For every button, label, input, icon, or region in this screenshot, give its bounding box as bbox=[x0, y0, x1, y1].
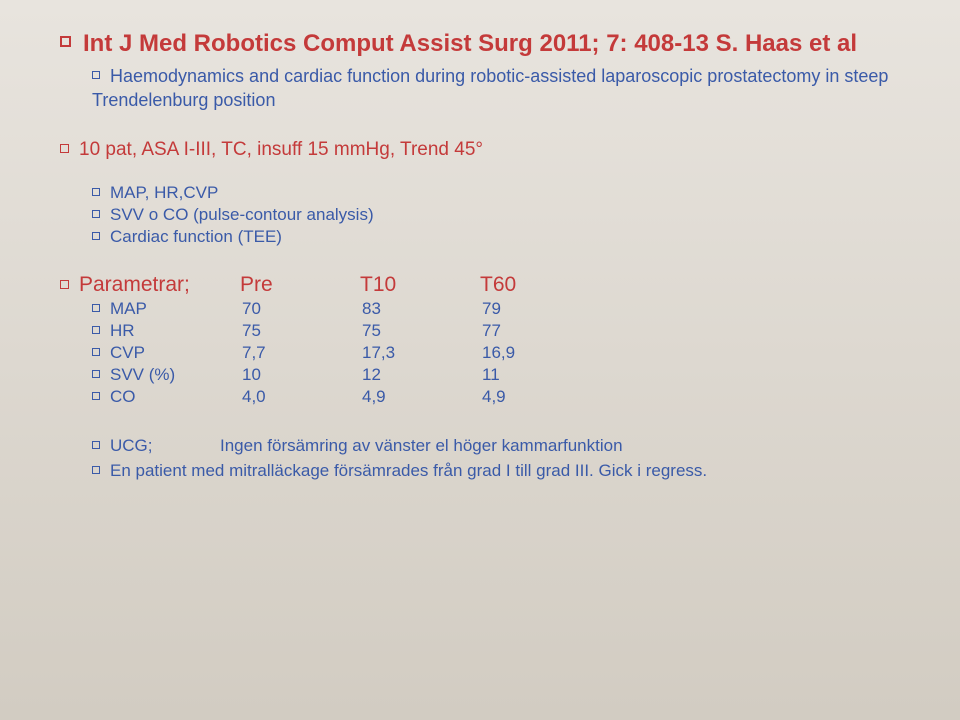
row-val: 4,9 bbox=[482, 387, 602, 407]
subtitle-text: Haemodynamics and cardiac function durin… bbox=[92, 66, 888, 110]
list-item: Cardiac function (TEE) bbox=[92, 227, 910, 247]
square-bullet-icon bbox=[92, 71, 100, 79]
footer-label: UCG; bbox=[110, 435, 220, 458]
square-bullet-icon bbox=[60, 144, 69, 153]
param-header-label: Parametrar; bbox=[79, 273, 190, 296]
footer-text: En patient med mitralläckage försämrades… bbox=[110, 461, 707, 480]
row-val: 75 bbox=[362, 321, 482, 341]
footer-line: UCG;Ingen försämring av vänster el höger… bbox=[92, 435, 910, 458]
row-label: HR bbox=[110, 321, 135, 340]
measure-text: MAP, HR,CVP bbox=[110, 183, 218, 202]
row-label: CVP bbox=[110, 343, 145, 362]
table-row: HR 75 75 77 bbox=[92, 321, 910, 341]
square-bullet-icon bbox=[92, 304, 100, 312]
square-bullet-icon bbox=[92, 232, 100, 240]
row-val: 16,9 bbox=[482, 343, 602, 363]
row-label: CO bbox=[110, 387, 136, 406]
row-val: 7,7 bbox=[242, 343, 362, 363]
table-row: MAP 70 83 79 bbox=[92, 299, 910, 319]
slide-title: Int J Med Robotics Comput Assist Surg 20… bbox=[60, 30, 910, 58]
measure-text: SVV o CO (pulse-contour analysis) bbox=[110, 205, 374, 224]
title-text: Int J Med Robotics Comput Assist Surg 20… bbox=[83, 30, 857, 57]
footer-text: Ingen försämring av vänster el höger kam… bbox=[220, 436, 623, 455]
row-val: 70 bbox=[242, 299, 362, 319]
square-bullet-icon bbox=[92, 326, 100, 334]
row-val: 12 bbox=[362, 365, 482, 385]
row-val: 79 bbox=[482, 299, 602, 319]
footer: UCG;Ingen försämring av vänster el höger… bbox=[92, 435, 910, 483]
row-label: MAP bbox=[110, 299, 147, 318]
row-val: 17,3 bbox=[362, 343, 482, 363]
list-item: MAP, HR,CVP bbox=[92, 183, 910, 203]
row-val: 4,0 bbox=[242, 387, 362, 407]
square-bullet-icon bbox=[60, 280, 69, 289]
row-val: 77 bbox=[482, 321, 602, 341]
measure-text: Cardiac function (TEE) bbox=[110, 227, 282, 246]
param-header-col: Pre bbox=[240, 273, 360, 297]
row-val: 4,9 bbox=[362, 387, 482, 407]
square-bullet-icon bbox=[92, 466, 100, 474]
row-val: 83 bbox=[362, 299, 482, 319]
table-row: CVP 7,7 17,3 16,9 bbox=[92, 343, 910, 363]
square-bullet-icon bbox=[92, 348, 100, 356]
row-label: SVV (%) bbox=[110, 365, 175, 384]
measures-list: MAP, HR,CVP SVV o CO (pulse-contour anal… bbox=[92, 183, 910, 247]
study-params: 10 pat, ASA I-III, TC, insuff 15 mmHg, T… bbox=[60, 139, 910, 161]
param-table-header: Parametrar; Pre T10 T60 bbox=[60, 273, 910, 297]
list-item: SVV o CO (pulse-contour analysis) bbox=[92, 205, 910, 225]
table-row: SVV (%) 10 12 11 bbox=[92, 365, 910, 385]
square-bullet-icon bbox=[92, 210, 100, 218]
square-bullet-icon bbox=[92, 392, 100, 400]
param-header-col: T60 bbox=[480, 273, 600, 297]
table-row: CO 4,0 4,9 4,9 bbox=[92, 387, 910, 407]
row-val: 11 bbox=[482, 365, 602, 385]
square-bullet-icon bbox=[92, 441, 100, 449]
row-val: 10 bbox=[242, 365, 362, 385]
square-bullet-icon bbox=[92, 188, 100, 196]
footer-line: En patient med mitralläckage försämrades… bbox=[92, 460, 910, 483]
study-params-text: 10 pat, ASA I-III, TC, insuff 15 mmHg, T… bbox=[79, 139, 483, 160]
square-bullet-icon bbox=[60, 36, 71, 47]
square-bullet-icon bbox=[92, 370, 100, 378]
param-header-col: T10 bbox=[360, 273, 480, 297]
subtitle: Haemodynamics and cardiac function durin… bbox=[92, 64, 910, 113]
row-val: 75 bbox=[242, 321, 362, 341]
